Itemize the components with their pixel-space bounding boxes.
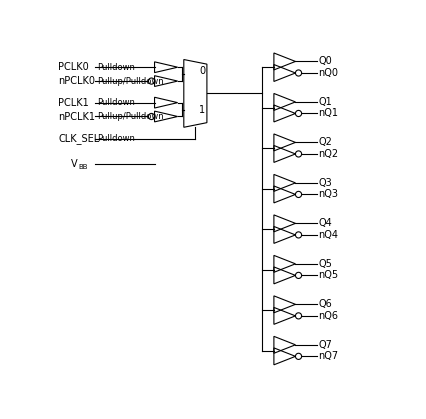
Text: nQ7: nQ7 (318, 352, 338, 361)
Text: Pulldown: Pulldown (97, 63, 134, 72)
Text: PCLK1: PCLK1 (58, 98, 89, 108)
Text: Pullup/Pulldown: Pullup/Pulldown (97, 77, 163, 85)
Text: nQ3: nQ3 (318, 189, 338, 199)
Text: Pullup/Pulldown: Pullup/Pulldown (97, 112, 163, 121)
Text: Q1: Q1 (318, 97, 331, 107)
Text: nQ6: nQ6 (318, 311, 338, 321)
Text: Q6: Q6 (318, 299, 331, 309)
Text: CLK_SEL: CLK_SEL (58, 133, 99, 144)
Text: Q0: Q0 (318, 57, 331, 67)
Text: Q2: Q2 (318, 137, 332, 147)
Text: V: V (71, 159, 78, 169)
Text: 0: 0 (199, 66, 205, 76)
Text: nQ4: nQ4 (318, 230, 338, 240)
Text: nQ2: nQ2 (318, 149, 338, 159)
Text: BB: BB (78, 163, 88, 170)
Text: nQ1: nQ1 (318, 109, 338, 119)
Text: Q7: Q7 (318, 340, 332, 350)
Text: Pulldown: Pulldown (97, 98, 134, 107)
Text: 1: 1 (199, 105, 205, 115)
Text: nPCLK0: nPCLK0 (58, 76, 95, 86)
Text: Pulldown: Pulldown (97, 134, 134, 143)
Text: nPCLK1: nPCLK1 (58, 111, 95, 122)
Text: nQ5: nQ5 (318, 270, 338, 280)
Text: Q4: Q4 (318, 218, 331, 228)
Text: nQ0: nQ0 (318, 68, 338, 78)
Text: PCLK0: PCLK0 (58, 62, 89, 72)
Text: Q5: Q5 (318, 259, 332, 269)
Text: Q3: Q3 (318, 178, 331, 188)
